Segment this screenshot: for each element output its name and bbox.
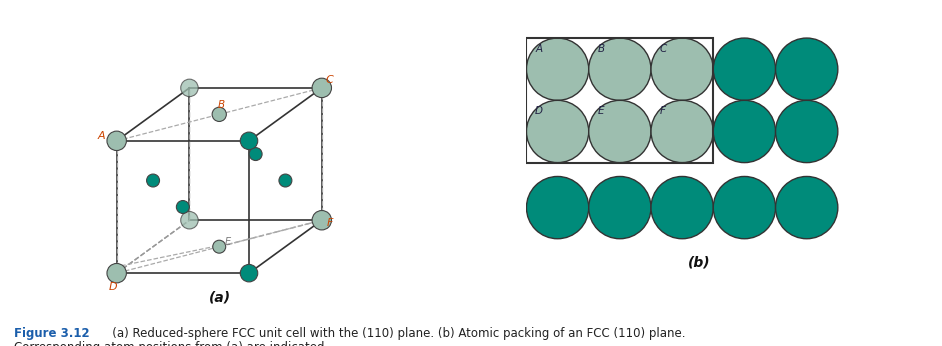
Circle shape — [651, 100, 713, 163]
Circle shape — [775, 100, 837, 163]
Circle shape — [713, 38, 775, 100]
Circle shape — [589, 38, 651, 100]
Circle shape — [775, 176, 837, 239]
Text: Corresponding atom positions from (a) are indicated.: Corresponding atom positions from (a) ar… — [14, 341, 329, 346]
Text: (a) Reduced-sphere FCC unit cell with the (110) plane. (b) Atomic packing of an : (a) Reduced-sphere FCC unit cell with th… — [101, 327, 685, 340]
Circle shape — [589, 100, 651, 163]
Circle shape — [651, 176, 713, 239]
Text: F: F — [659, 106, 666, 116]
Circle shape — [181, 211, 198, 229]
Circle shape — [775, 38, 837, 100]
Circle shape — [651, 38, 713, 100]
Circle shape — [249, 148, 262, 161]
Circle shape — [213, 240, 226, 253]
Text: F: F — [326, 218, 333, 228]
Bar — [527, 38, 713, 163]
Text: D: D — [535, 106, 544, 116]
Circle shape — [527, 100, 589, 163]
Text: A: A — [98, 131, 106, 142]
Text: D: D — [108, 282, 117, 292]
Circle shape — [240, 264, 258, 282]
Text: A: A — [535, 44, 543, 54]
Circle shape — [527, 176, 589, 239]
Circle shape — [527, 38, 589, 100]
Circle shape — [713, 176, 775, 239]
Circle shape — [107, 131, 126, 151]
Circle shape — [107, 263, 126, 283]
Circle shape — [589, 176, 651, 239]
Circle shape — [312, 210, 332, 230]
Text: C: C — [325, 75, 333, 84]
Circle shape — [713, 100, 775, 163]
Text: Figure 3.12: Figure 3.12 — [14, 327, 89, 340]
Text: C: C — [659, 44, 667, 54]
Text: (b): (b) — [688, 255, 711, 270]
Circle shape — [312, 78, 332, 98]
Text: B: B — [218, 100, 225, 110]
Circle shape — [147, 174, 159, 187]
Text: (a): (a) — [208, 290, 231, 304]
Circle shape — [279, 174, 292, 187]
Text: B: B — [597, 44, 605, 54]
Text: E: E — [597, 106, 604, 116]
Circle shape — [181, 79, 198, 97]
Circle shape — [240, 132, 258, 149]
Circle shape — [176, 201, 189, 213]
Text: E: E — [224, 237, 231, 247]
Circle shape — [212, 107, 226, 121]
